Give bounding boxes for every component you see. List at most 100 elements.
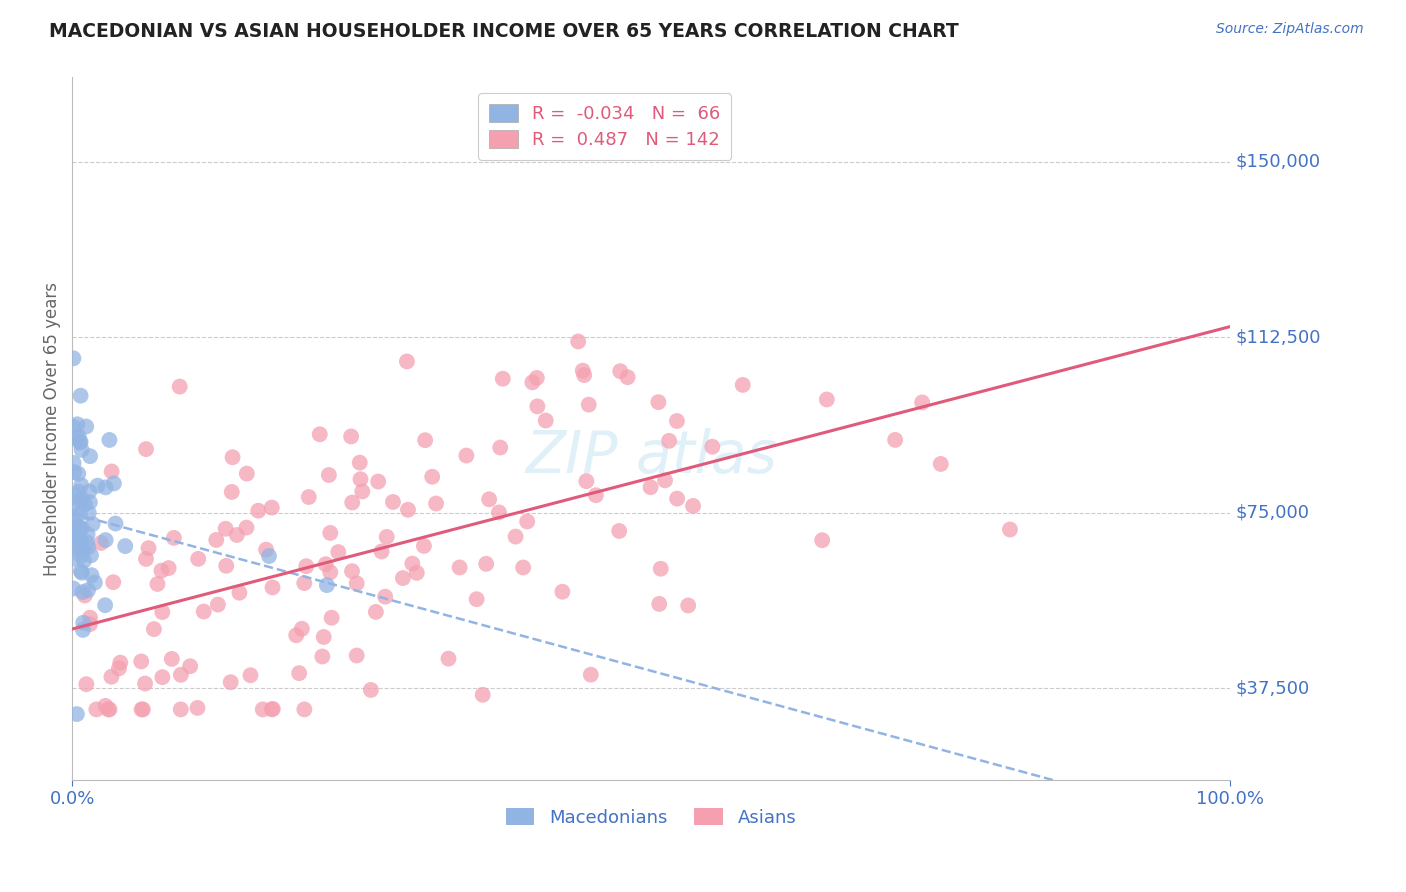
Point bbox=[193, 605, 215, 619]
Point bbox=[62, 527, 84, 541]
Point bbox=[69, 564, 91, 578]
Point bbox=[262, 581, 284, 595]
Point bbox=[401, 557, 423, 571]
Point bbox=[69, 507, 91, 521]
Point bbox=[90, 536, 112, 550]
Point bbox=[492, 372, 515, 386]
Point bbox=[134, 676, 156, 690]
Point bbox=[262, 702, 284, 716]
Text: Source: ZipAtlas.com: Source: ZipAtlas.com bbox=[1216, 22, 1364, 37]
Point bbox=[66, 707, 89, 722]
Point bbox=[437, 651, 460, 665]
Point bbox=[67, 542, 90, 557]
Point bbox=[131, 702, 153, 716]
Point bbox=[815, 392, 838, 407]
Point bbox=[63, 465, 86, 479]
Point bbox=[648, 597, 671, 611]
Point bbox=[73, 497, 96, 511]
Point bbox=[578, 398, 600, 412]
Point bbox=[308, 427, 330, 442]
Point bbox=[82, 517, 104, 532]
Point bbox=[69, 521, 91, 535]
Point bbox=[142, 622, 165, 636]
Point bbox=[288, 666, 311, 681]
Point bbox=[489, 441, 512, 455]
Point bbox=[682, 499, 704, 513]
Text: MACEDONIAN VS ASIAN HOUSEHOLDER INCOME OVER 65 YEARS CORRELATION CHART: MACEDONIAN VS ASIAN HOUSEHOLDER INCOME O… bbox=[49, 22, 959, 41]
Point bbox=[215, 558, 238, 573]
Point bbox=[228, 585, 250, 599]
Point bbox=[187, 552, 209, 566]
Point bbox=[110, 656, 132, 670]
Point bbox=[138, 541, 160, 556]
Point bbox=[207, 598, 229, 612]
Point bbox=[364, 605, 387, 619]
Point bbox=[285, 628, 308, 642]
Point bbox=[676, 599, 699, 613]
Point bbox=[311, 649, 333, 664]
Point bbox=[75, 677, 97, 691]
Point bbox=[465, 592, 488, 607]
Point bbox=[319, 566, 342, 580]
Point bbox=[73, 554, 96, 568]
Point bbox=[69, 532, 91, 546]
Point bbox=[647, 395, 669, 409]
Point bbox=[114, 539, 136, 553]
Point bbox=[72, 585, 94, 599]
Point bbox=[70, 566, 93, 580]
Point bbox=[72, 492, 94, 507]
Point bbox=[86, 702, 108, 716]
Point bbox=[572, 368, 595, 383]
Point bbox=[340, 564, 363, 578]
Point bbox=[640, 480, 662, 494]
Point bbox=[367, 475, 389, 489]
Point bbox=[65, 532, 87, 546]
Point bbox=[505, 530, 527, 544]
Point bbox=[260, 500, 283, 515]
Point bbox=[342, 495, 364, 509]
Point bbox=[260, 702, 283, 716]
Point bbox=[370, 544, 392, 558]
Point bbox=[346, 576, 368, 591]
Point bbox=[609, 364, 631, 378]
Point bbox=[104, 516, 127, 531]
Point bbox=[67, 484, 90, 499]
Point bbox=[66, 519, 89, 533]
Point bbox=[911, 395, 934, 409]
Point bbox=[449, 560, 471, 574]
Point bbox=[247, 504, 270, 518]
Point bbox=[129, 655, 152, 669]
Point bbox=[157, 561, 180, 575]
Point bbox=[79, 610, 101, 624]
Point bbox=[221, 450, 243, 465]
Point bbox=[654, 473, 676, 487]
Point bbox=[63, 488, 86, 502]
Point bbox=[456, 449, 478, 463]
Text: $37,500: $37,500 bbox=[1236, 680, 1310, 698]
Point bbox=[571, 364, 593, 378]
Point bbox=[254, 542, 277, 557]
Point bbox=[298, 490, 321, 504]
Point bbox=[77, 506, 100, 520]
Point bbox=[413, 539, 436, 553]
Point bbox=[225, 528, 247, 542]
Point bbox=[252, 702, 274, 716]
Point bbox=[103, 476, 125, 491]
Point bbox=[396, 503, 419, 517]
Point bbox=[73, 589, 96, 603]
Point bbox=[352, 484, 374, 499]
Point bbox=[75, 419, 97, 434]
Point bbox=[70, 521, 93, 535]
Point bbox=[526, 400, 548, 414]
Point bbox=[292, 702, 315, 716]
Point bbox=[522, 376, 544, 390]
Point bbox=[62, 351, 84, 366]
Point bbox=[69, 493, 91, 508]
Point bbox=[374, 590, 396, 604]
Point bbox=[319, 525, 342, 540]
Point bbox=[86, 478, 108, 492]
Point bbox=[420, 469, 443, 483]
Point bbox=[65, 509, 87, 524]
Point bbox=[221, 485, 243, 500]
Point bbox=[150, 670, 173, 684]
